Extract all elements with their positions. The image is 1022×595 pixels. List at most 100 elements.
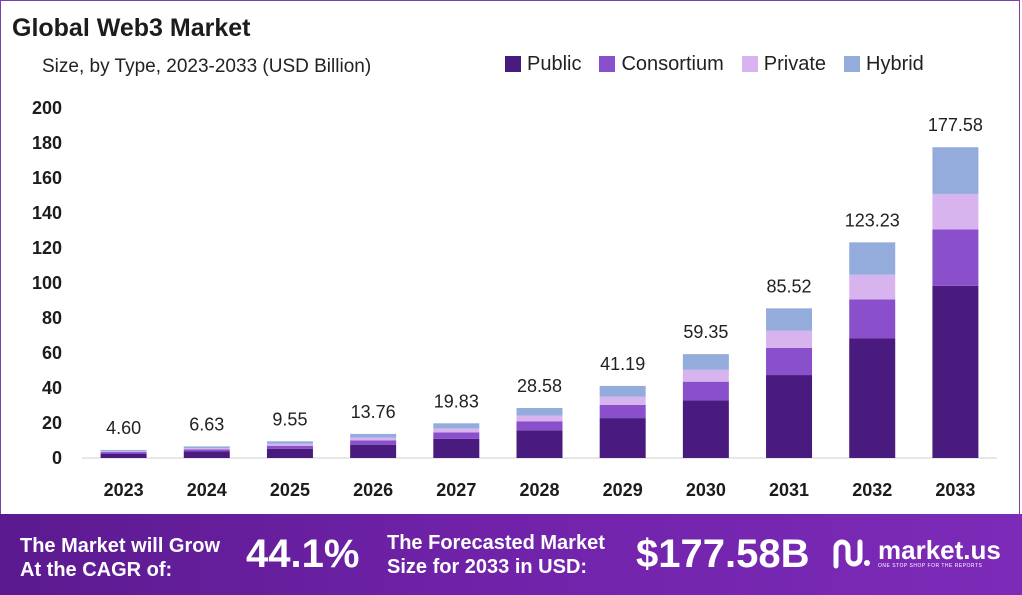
bar-segment-consortium — [433, 432, 480, 439]
bar-segment-consortium — [849, 299, 896, 339]
bar-total-label: 41.19 — [600, 354, 645, 374]
bar-segment-private — [266, 443, 313, 446]
y-tick-label: 60 — [42, 343, 62, 363]
x-tick-label: 2033 — [935, 480, 975, 500]
bar-total-label: 4.60 — [106, 418, 141, 438]
bar-segment-consortium — [516, 421, 563, 431]
y-tick-label: 180 — [32, 133, 62, 153]
legend-swatch-private — [741, 56, 758, 72]
bar-segment-public — [183, 451, 230, 458]
bar-segment-hybrid — [516, 407, 563, 416]
legend-label-consortium: Consortium — [621, 52, 724, 75]
cagr-label-line1: The Market will Grow — [20, 535, 221, 557]
x-tick-label: 2027 — [436, 480, 476, 500]
bar-segment-consortium — [100, 452, 147, 454]
y-tick-label: 0 — [52, 448, 62, 468]
x-tick-label: 2029 — [603, 480, 643, 500]
bar-segment-public — [516, 430, 563, 458]
forecast-label-line1: The Forecasted Market — [387, 532, 605, 554]
forecast-value: $177.58B — [636, 532, 810, 576]
bar-segment-private — [350, 437, 397, 441]
bar-segment-hybrid — [849, 242, 896, 275]
x-tick-label: 2026 — [353, 480, 393, 500]
bar-segment-private — [682, 369, 729, 382]
bar-segment-consortium — [932, 229, 979, 286]
x-tick-label: 2030 — [686, 480, 726, 500]
brand-mark-icon — [833, 539, 870, 569]
bar-segment-private — [183, 448, 230, 450]
bar-segment-private — [599, 396, 646, 405]
bar-total-label: 13.76 — [351, 402, 396, 422]
bar-segment-private — [516, 415, 563, 422]
bar-total-label: 28.58 — [517, 376, 562, 396]
y-tick-label: 40 — [42, 378, 62, 398]
bar-segment-public — [849, 338, 896, 458]
bar-total-label: 6.63 — [189, 414, 224, 434]
brand-logo: market.us ONE STOP SHOP FOR THE REPORTS — [832, 536, 1001, 570]
bar-total-label: 123.23 — [845, 210, 900, 230]
bar-segment-hybrid — [932, 147, 979, 194]
bar-segment-consortium — [266, 445, 313, 449]
bar-segment-public — [682, 400, 729, 458]
x-tick-label: 2025 — [270, 480, 310, 500]
bar-segment-public — [599, 418, 646, 458]
brand-tagline: ONE STOP SHOP FOR THE REPORTS — [878, 562, 983, 569]
bar-total-label: 85.52 — [767, 276, 812, 296]
bar-segment-consortium — [682, 381, 729, 401]
chart-subtitle: Size, by Type, 2023-2033 (USD Billion) — [42, 56, 372, 77]
bar-segment-consortium — [599, 404, 646, 419]
bar-total-label: 19.83 — [434, 391, 479, 411]
bar-segment-public — [100, 453, 147, 458]
legend-swatch-public — [505, 56, 521, 72]
brand-name: market.us — [878, 534, 1001, 565]
legend-swatch-hybrid — [844, 56, 860, 72]
y-tick-label: 100 — [32, 273, 62, 293]
legend-label-public: Public — [527, 52, 582, 75]
bar-segment-private — [100, 451, 147, 453]
x-tick-label: 2024 — [187, 480, 227, 500]
bar-segment-hybrid — [766, 308, 813, 331]
cagr-value: 44.1% — [246, 532, 360, 576]
bar-segment-private — [433, 428, 480, 433]
forecast-label-line2: Size for 2033 in USD: — [387, 556, 588, 578]
y-tick-label: 20 — [42, 413, 62, 433]
y-tick-label: 140 — [32, 203, 62, 223]
bar-segment-hybrid — [266, 441, 313, 444]
legend-label-private: Private — [763, 52, 826, 75]
bar-segment-public — [266, 448, 313, 458]
bar-segment-hybrid — [183, 446, 230, 449]
legend-item-public: Public — [505, 53, 581, 76]
bar-segment-hybrid — [350, 433, 397, 438]
x-tick-label: 2032 — [852, 480, 892, 500]
footer-banner: The Market will Grow At the CAGR of: 44.… — [0, 514, 1022, 595]
x-tick-label: 2031 — [769, 480, 809, 500]
bar-segment-private — [932, 193, 979, 230]
y-tick-label: 160 — [32, 168, 62, 188]
y-tick-label: 200 — [32, 98, 62, 118]
chart-legend: Public Consortium Private Hybrid — [505, 50, 924, 78]
legend-label-hybrid: Hybrid — [866, 52, 924, 75]
bar-segment-consortium — [766, 347, 813, 376]
stacked-bar-chart: 0 20 40 60 80 100 120 140 160 180 200 4.60 2023 6.63 2… — [32, 98, 997, 500]
legend-item-hybrid: Hybrid — [844, 53, 924, 76]
bar-segment-consortium — [350, 440, 397, 445]
y-tick-label: 120 — [32, 238, 62, 258]
bar-total-label: 177.58 — [928, 115, 983, 135]
cagr-label-line2: At the CAGR of: — [20, 559, 173, 581]
chart-title: Global Web3 Market — [12, 14, 251, 42]
x-tick-label: 2023 — [104, 480, 144, 500]
x-tick-label: 2028 — [519, 480, 559, 500]
bar-segment-private — [766, 330, 813, 348]
bar-total-label: 59.35 — [683, 322, 728, 342]
legend-swatch-consortium — [599, 56, 616, 72]
bar-segment-hybrid — [682, 354, 729, 370]
legend-item-private: Private — [741, 52, 826, 76]
bar-segment-private — [849, 274, 896, 300]
bar-segment-hybrid — [100, 449, 147, 452]
bar-total-label: 9.55 — [272, 409, 307, 429]
bar-segment-public — [766, 375, 813, 458]
bar-segment-hybrid — [433, 423, 480, 429]
bar-segment-public — [932, 285, 979, 458]
bar-segment-consortium — [183, 449, 230, 452]
legend-item-consortium: Consortium — [599, 52, 724, 76]
